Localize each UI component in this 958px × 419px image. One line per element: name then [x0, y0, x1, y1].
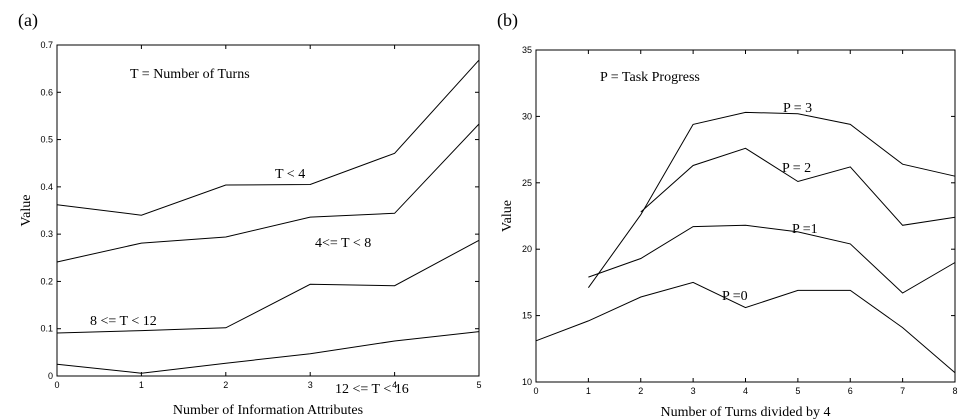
chart-annotation: P = Task Progress	[600, 70, 700, 85]
y-tick-label: 20	[522, 244, 532, 254]
x-axis-label: Number of Information Attributes	[173, 403, 363, 418]
y-tick-label: 0.5	[40, 135, 53, 145]
y-tick-label: 0	[48, 371, 53, 381]
series-line-3	[588, 224, 956, 294]
y-axis-label: Value	[19, 195, 34, 227]
series-label-1: T < 4	[275, 167, 305, 182]
panel-label: (b)	[497, 10, 518, 31]
series-label-4: 12 <= T < 16	[335, 382, 409, 397]
x-tick-label: 5	[795, 386, 800, 396]
series-line-3	[56, 239, 480, 334]
chart-b: (b) 0 1 2 3 4 5 6 7 8 10 15 20 25 30 35 Number of Turns …	[497, 10, 958, 419]
x-tick-label: 3	[691, 386, 696, 396]
y-tick-label: 0.3	[40, 229, 53, 239]
y-tick-label: 30	[522, 111, 532, 121]
x-tick-label: 3	[308, 380, 313, 390]
chart-annotation: T = Number of Turns	[130, 67, 250, 82]
x-tick-label: 0	[54, 380, 59, 390]
x-tick-label: 6	[848, 386, 853, 396]
series-label-2: 4<= T < 8	[315, 236, 371, 251]
x-tick-label: 1	[586, 386, 591, 396]
series-line-4	[56, 331, 480, 374]
y-tick-label: 0.7	[40, 40, 53, 50]
y-tick-label: 10	[522, 377, 532, 387]
x-tick-label: 4	[743, 386, 748, 396]
y-tick-label: 35	[522, 45, 532, 55]
series-label-3: P =1	[792, 222, 818, 237]
chart-a: (a) 0 1 2 3 4 5 0 0.1 0.2 0.3 0.4 0.5 0.6 0.7 Number of…	[18, 10, 482, 418]
x-tick-label: 4	[392, 380, 397, 390]
x-tick-label: 0	[533, 386, 538, 396]
y-tick-label: 0.6	[40, 87, 53, 97]
x-tick-label: 7	[900, 386, 905, 396]
panel-label: (a)	[18, 10, 38, 31]
series-line-1	[56, 59, 480, 216]
series-label-4: P =0	[722, 289, 748, 304]
x-tick-label: 1	[139, 380, 144, 390]
series-label-1: P = 3	[783, 101, 812, 116]
x-tick-label: 8	[952, 386, 957, 396]
x-axis-label: Number of Turns divided by 4	[661, 405, 831, 419]
x-tick-label: 2	[638, 386, 643, 396]
x-tick-label: 2	[223, 380, 228, 390]
plot-frame	[56, 44, 480, 377]
series-line-1	[587, 111, 956, 288]
series-label-2: P = 2	[782, 161, 811, 176]
y-tick-label: 0.4	[40, 182, 53, 192]
y-axis-label: Value	[500, 200, 515, 232]
series-line-4	[535, 281, 956, 374]
y-tick-label: 0.2	[40, 276, 53, 286]
y-tick-label: 15	[522, 311, 532, 321]
x-tick-label: 5	[476, 380, 481, 390]
y-tick-label: 0.1	[40, 324, 53, 334]
plot-frame	[535, 49, 956, 383]
series-line-2	[640, 147, 956, 226]
y-tick-label: 25	[522, 178, 532, 188]
series-label-3: 8 <= T < 12	[90, 314, 157, 329]
series-line-2	[56, 123, 480, 263]
